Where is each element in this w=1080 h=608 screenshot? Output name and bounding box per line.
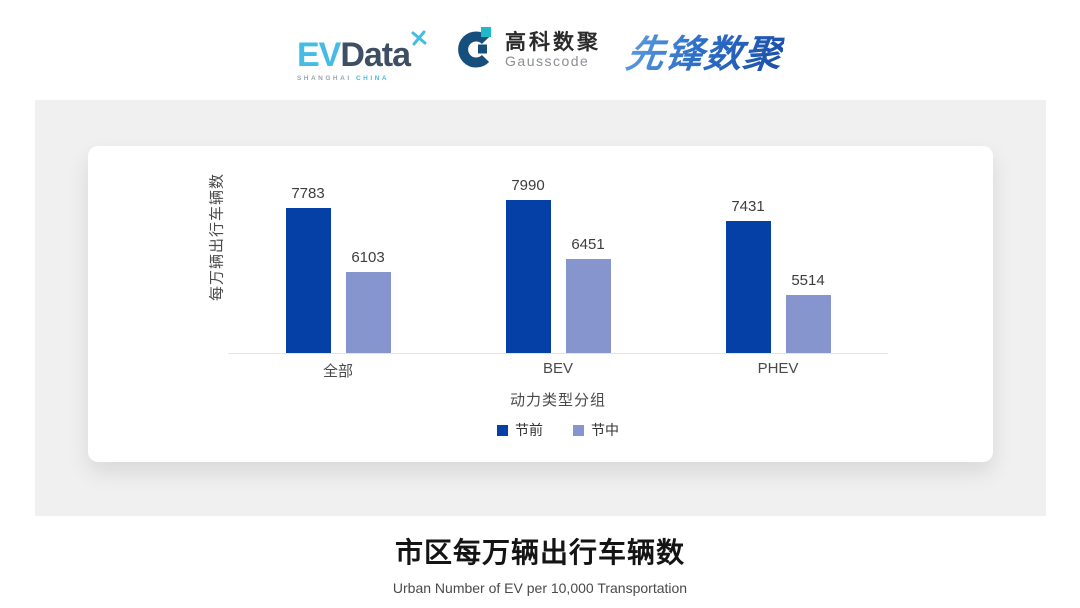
header-logos: EV Data SHANGHAI CHINA — [0, 0, 1080, 100]
legend-item: 节前 — [497, 420, 543, 440]
bar — [725, 221, 771, 353]
gausscode-text: 高科数聚 Gausscode — [505, 31, 601, 69]
category-label: BEV — [542, 360, 573, 377]
legend-item: 节中 — [573, 420, 619, 440]
legend-marker-icon — [573, 424, 584, 436]
evdata-sparkle-icon — [411, 18, 427, 52]
gausscode-cn-text: 高科数聚 — [505, 30, 602, 54]
gausscode-logo: 高科数聚 Gausscode — [453, 25, 601, 76]
bar — [565, 259, 611, 353]
bar — [285, 208, 331, 353]
plot-area: 7783 6103 7990 6451 7431 5514 — [228, 146, 888, 353]
bar — [785, 295, 831, 353]
evdata-ev-text: EV — [296, 35, 341, 74]
y-axis-label: 每万辆出行车辆数 — [208, 172, 226, 302]
category-labels: 全部 BEV PHEV — [228, 360, 888, 380]
gausscode-logo-icon — [453, 25, 497, 76]
evdata-wordmark: EV Data — [297, 18, 427, 72]
chart-card: 每万辆出行车辆数 7783 6103 7990 6451 7431 5514 全部 BEV P… — [88, 146, 993, 462]
bar — [345, 272, 391, 353]
evdata-china-text: CHINA — [355, 74, 390, 82]
chart-panel: 每万辆出行车辆数 7783 6103 7990 6451 7431 5514 全部 BEV P… — [35, 100, 1046, 516]
legend-label: 节中 — [591, 422, 619, 438]
bar-value-label: 5514 — [791, 272, 825, 289]
x-axis-title: 动力类型分组 — [509, 392, 606, 409]
x-axis-line — [228, 353, 888, 354]
bar-value-label: 7783 — [291, 185, 325, 202]
evdata-data-text: Data — [340, 35, 411, 74]
evdata-logo: EV Data SHANGHAI CHINA — [297, 18, 427, 83]
category-label: PHEV — [757, 360, 799, 377]
page-subtitle: Urban Number of EV per 10,000 Transporta… — [392, 580, 688, 596]
bar-value-label: 6103 — [351, 249, 385, 266]
bar-value-label: 6451 — [571, 236, 605, 253]
bar-value-label: 7990 — [511, 177, 545, 194]
bar-value-label: 7431 — [731, 198, 765, 215]
pioneer-logo: 先锋数聚 — [623, 23, 787, 78]
footer: 市区每万辆出行车辆数 Urban Number of EV per 10,000… — [0, 531, 1080, 596]
legend-marker-icon — [497, 424, 508, 436]
evdata-subtext: SHANGHAI CHINA — [296, 74, 427, 83]
evdata-shanghai-text: SHANGHAI — [296, 74, 352, 82]
legend-label: 节前 — [515, 422, 543, 438]
category-label: 全部 — [322, 363, 353, 380]
legend: 节前 节中 — [228, 420, 888, 440]
bar — [505, 200, 551, 353]
gausscode-en-text: Gausscode — [505, 52, 590, 69]
page-title: 市区每万辆出行车辆数 — [394, 537, 685, 568]
